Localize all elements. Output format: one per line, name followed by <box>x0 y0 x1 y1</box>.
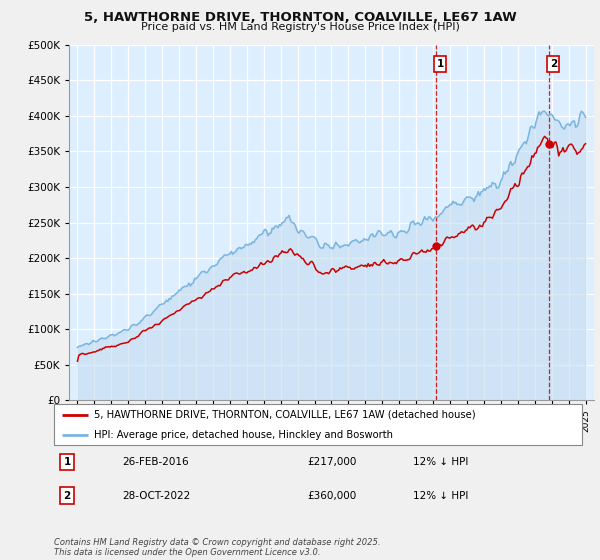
Text: 1: 1 <box>64 457 71 467</box>
Text: 12% ↓ HPI: 12% ↓ HPI <box>413 457 469 467</box>
Text: 2: 2 <box>64 491 71 501</box>
Text: 5, HAWTHORNE DRIVE, THORNTON, COALVILLE, LE67 1AW: 5, HAWTHORNE DRIVE, THORNTON, COALVILLE,… <box>83 11 517 24</box>
Text: Price paid vs. HM Land Registry's House Price Index (HPI): Price paid vs. HM Land Registry's House … <box>140 22 460 32</box>
Text: 2: 2 <box>550 59 557 69</box>
Text: £360,000: £360,000 <box>307 491 356 501</box>
Text: 5, HAWTHORNE DRIVE, THORNTON, COALVILLE, LE67 1AW (detached house): 5, HAWTHORNE DRIVE, THORNTON, COALVILLE,… <box>94 409 475 419</box>
Text: £217,000: £217,000 <box>307 457 357 467</box>
Text: 26-FEB-2016: 26-FEB-2016 <box>122 457 189 467</box>
FancyBboxPatch shape <box>54 404 582 445</box>
Text: 28-OCT-2022: 28-OCT-2022 <box>122 491 191 501</box>
Text: Contains HM Land Registry data © Crown copyright and database right 2025.
This d: Contains HM Land Registry data © Crown c… <box>54 538 380 557</box>
Text: HPI: Average price, detached house, Hinckley and Bosworth: HPI: Average price, detached house, Hinc… <box>94 430 392 440</box>
Text: 1: 1 <box>436 59 444 69</box>
Text: 12% ↓ HPI: 12% ↓ HPI <box>413 491 469 501</box>
